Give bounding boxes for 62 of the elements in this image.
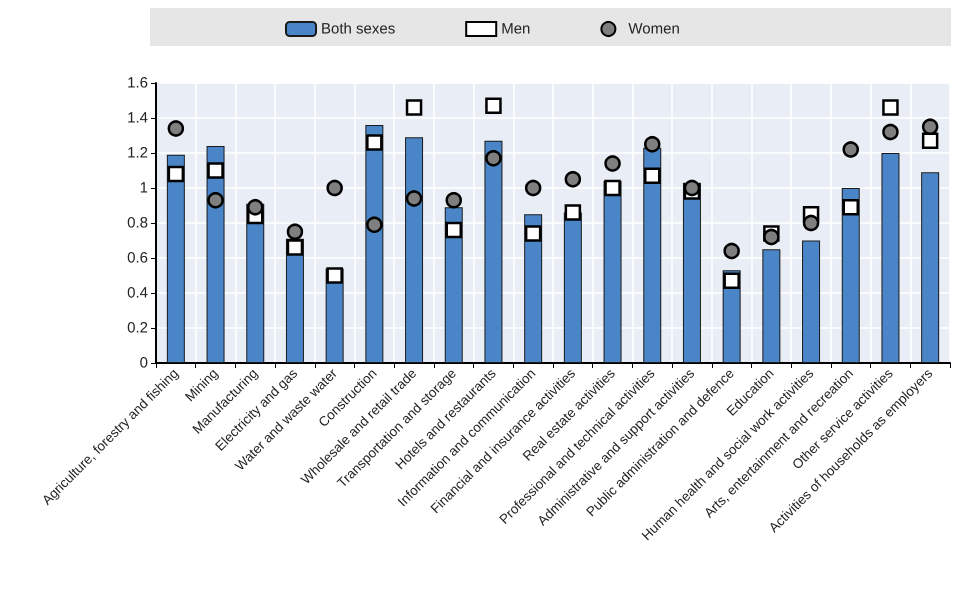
y-tick-label: 0.8 <box>127 214 148 232</box>
bar <box>405 137 424 363</box>
point <box>604 155 621 172</box>
point <box>366 216 383 233</box>
y-tick-label: 0.6 <box>127 250 148 266</box>
point <box>684 180 700 196</box>
point <box>286 239 304 256</box>
point <box>524 225 542 242</box>
point <box>485 150 502 166</box>
point <box>882 124 899 140</box>
point <box>286 224 304 240</box>
bar <box>564 212 582 363</box>
legend-label: Both sexes <box>321 20 396 38</box>
legend-label: Women <box>628 20 680 38</box>
bar <box>484 140 502 363</box>
y-tick-label: 0.2 <box>127 320 148 336</box>
bar <box>881 153 900 363</box>
point <box>485 98 502 114</box>
y-tick-label: 1.6 <box>127 74 148 92</box>
point <box>168 166 184 182</box>
y-tick-label: 1 <box>140 180 148 196</box>
point <box>802 214 820 232</box>
point <box>604 180 621 196</box>
y-tick-label: 1.4 <box>127 110 148 126</box>
y-tick-label: 0 <box>140 354 148 372</box>
point <box>524 180 542 196</box>
bar <box>762 249 780 363</box>
point <box>644 136 660 152</box>
bar <box>682 182 701 363</box>
point <box>564 204 582 221</box>
point <box>366 134 383 151</box>
point <box>406 190 422 207</box>
point <box>644 168 660 184</box>
point <box>406 99 422 116</box>
point <box>207 192 224 208</box>
y-tick-label: 0.4 <box>127 284 148 302</box>
legend-label: Men <box>501 20 530 38</box>
bar <box>524 214 542 363</box>
bar <box>921 172 940 363</box>
point <box>326 180 343 196</box>
bar <box>802 240 820 363</box>
point <box>247 199 264 216</box>
point <box>446 222 462 238</box>
point <box>446 192 462 208</box>
point <box>326 267 343 284</box>
point <box>842 141 859 158</box>
bar <box>166 154 185 363</box>
bar <box>604 181 622 363</box>
point <box>842 199 859 216</box>
bar <box>842 188 860 363</box>
point <box>564 171 582 188</box>
point <box>168 120 184 137</box>
bar <box>444 207 463 363</box>
point <box>882 99 899 116</box>
bar <box>643 148 662 363</box>
y-tick-label: 1.2 <box>127 144 148 162</box>
point <box>763 228 780 246</box>
point <box>723 272 740 289</box>
point <box>922 118 938 135</box>
point <box>207 162 224 179</box>
point <box>922 132 938 149</box>
point <box>723 242 740 260</box>
